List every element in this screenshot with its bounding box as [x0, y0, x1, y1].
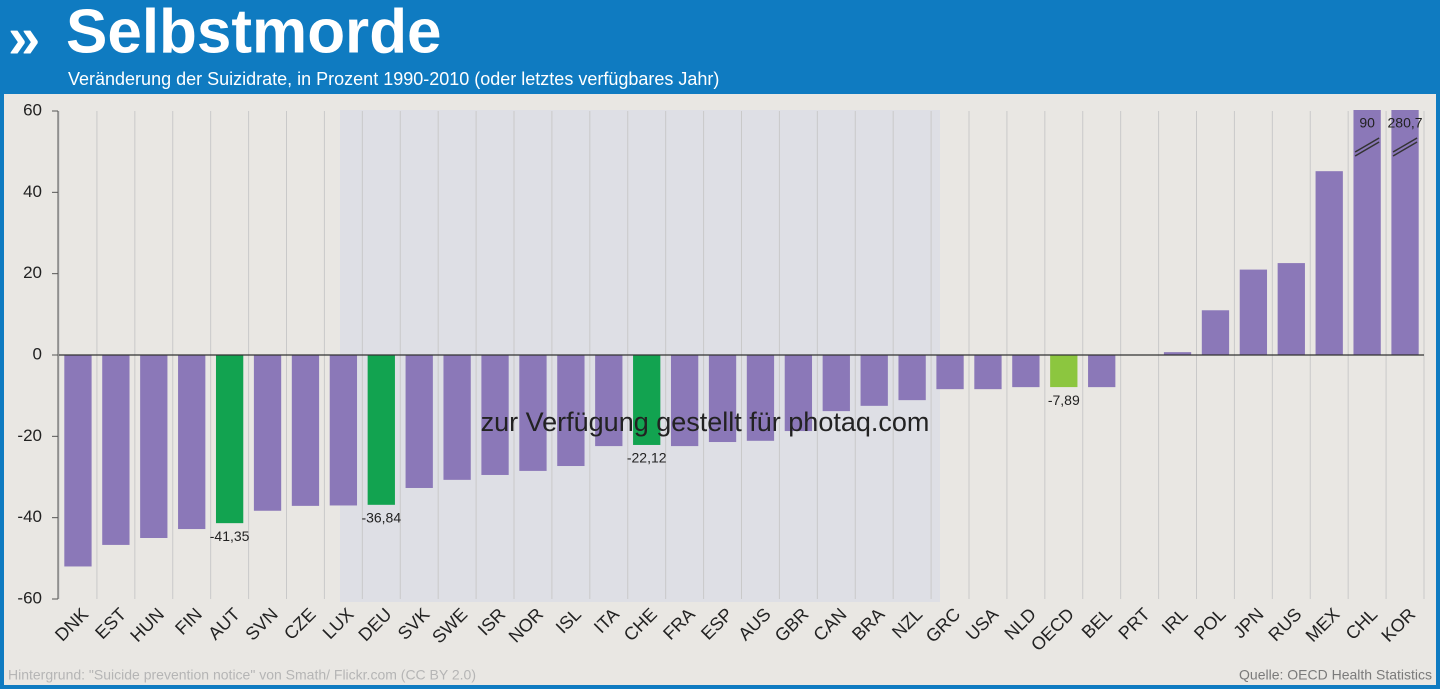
axis-break: [1354, 137, 1380, 153]
bar: [253, 355, 282, 511]
y-tick-label: -40: [17, 507, 42, 526]
bar: [1315, 171, 1343, 355]
value-label: -41,35: [210, 528, 250, 544]
bar: [557, 355, 585, 467]
bar: [1163, 352, 1192, 355]
bar: [1201, 310, 1230, 355]
bar: [936, 355, 964, 390]
bar: [1277, 263, 1305, 355]
value-label: -7,89: [1048, 392, 1080, 408]
bar: [481, 355, 509, 475]
bar: [405, 355, 433, 488]
bar: [1012, 355, 1040, 388]
bar: [64, 355, 92, 567]
bar: [860, 355, 888, 406]
bar: [822, 355, 850, 412]
logo-chevron: »: [8, 5, 40, 70]
y-tick-label: 40: [23, 182, 42, 201]
bar: [102, 355, 130, 545]
axis-break: [1354, 141, 1380, 157]
y-tick-label: -60: [17, 588, 42, 607]
axis-break: [1392, 137, 1418, 153]
chart-subtitle: Veränderung der Suizidrate, in Prozent 1…: [68, 69, 719, 89]
footnote: Hintergrund: "Suicide prevention notice"…: [8, 667, 476, 683]
value-label: 90: [1359, 115, 1375, 131]
bar: [1239, 269, 1268, 355]
bar: [443, 355, 471, 480]
y-tick-label: 0: [33, 344, 42, 363]
bar: [898, 355, 926, 401]
bar: [1050, 355, 1078, 388]
bar: [291, 355, 320, 506]
bar: [178, 355, 206, 530]
y-tick-label: 20: [23, 263, 42, 282]
axis-break: [1392, 141, 1418, 157]
watermark: zur Verfügung gestellt für photaq.com: [481, 407, 930, 437]
bar: [595, 355, 623, 447]
value-label: -22,12: [627, 450, 667, 466]
bar: [633, 355, 661, 445]
chart-title: Selbstmorde: [66, 0, 442, 66]
bars: [64, 110, 1419, 567]
bar: [519, 355, 547, 471]
value-label: -36,84: [361, 510, 401, 526]
bar: [670, 355, 699, 447]
bar: [784, 355, 813, 432]
bar: [974, 355, 1002, 390]
bar: [140, 355, 168, 538]
source: Quelle: OECD Health Statistics: [1239, 667, 1432, 683]
bar: [746, 355, 775, 441]
y-tick-label: 60: [23, 100, 42, 119]
bar: [1088, 355, 1116, 388]
bar: [329, 355, 358, 506]
bar: [708, 355, 737, 443]
bar: [215, 355, 244, 524]
y-tick-label: -20: [17, 426, 42, 445]
bar: [367, 355, 395, 505]
value-label: 280,7: [1388, 115, 1423, 131]
